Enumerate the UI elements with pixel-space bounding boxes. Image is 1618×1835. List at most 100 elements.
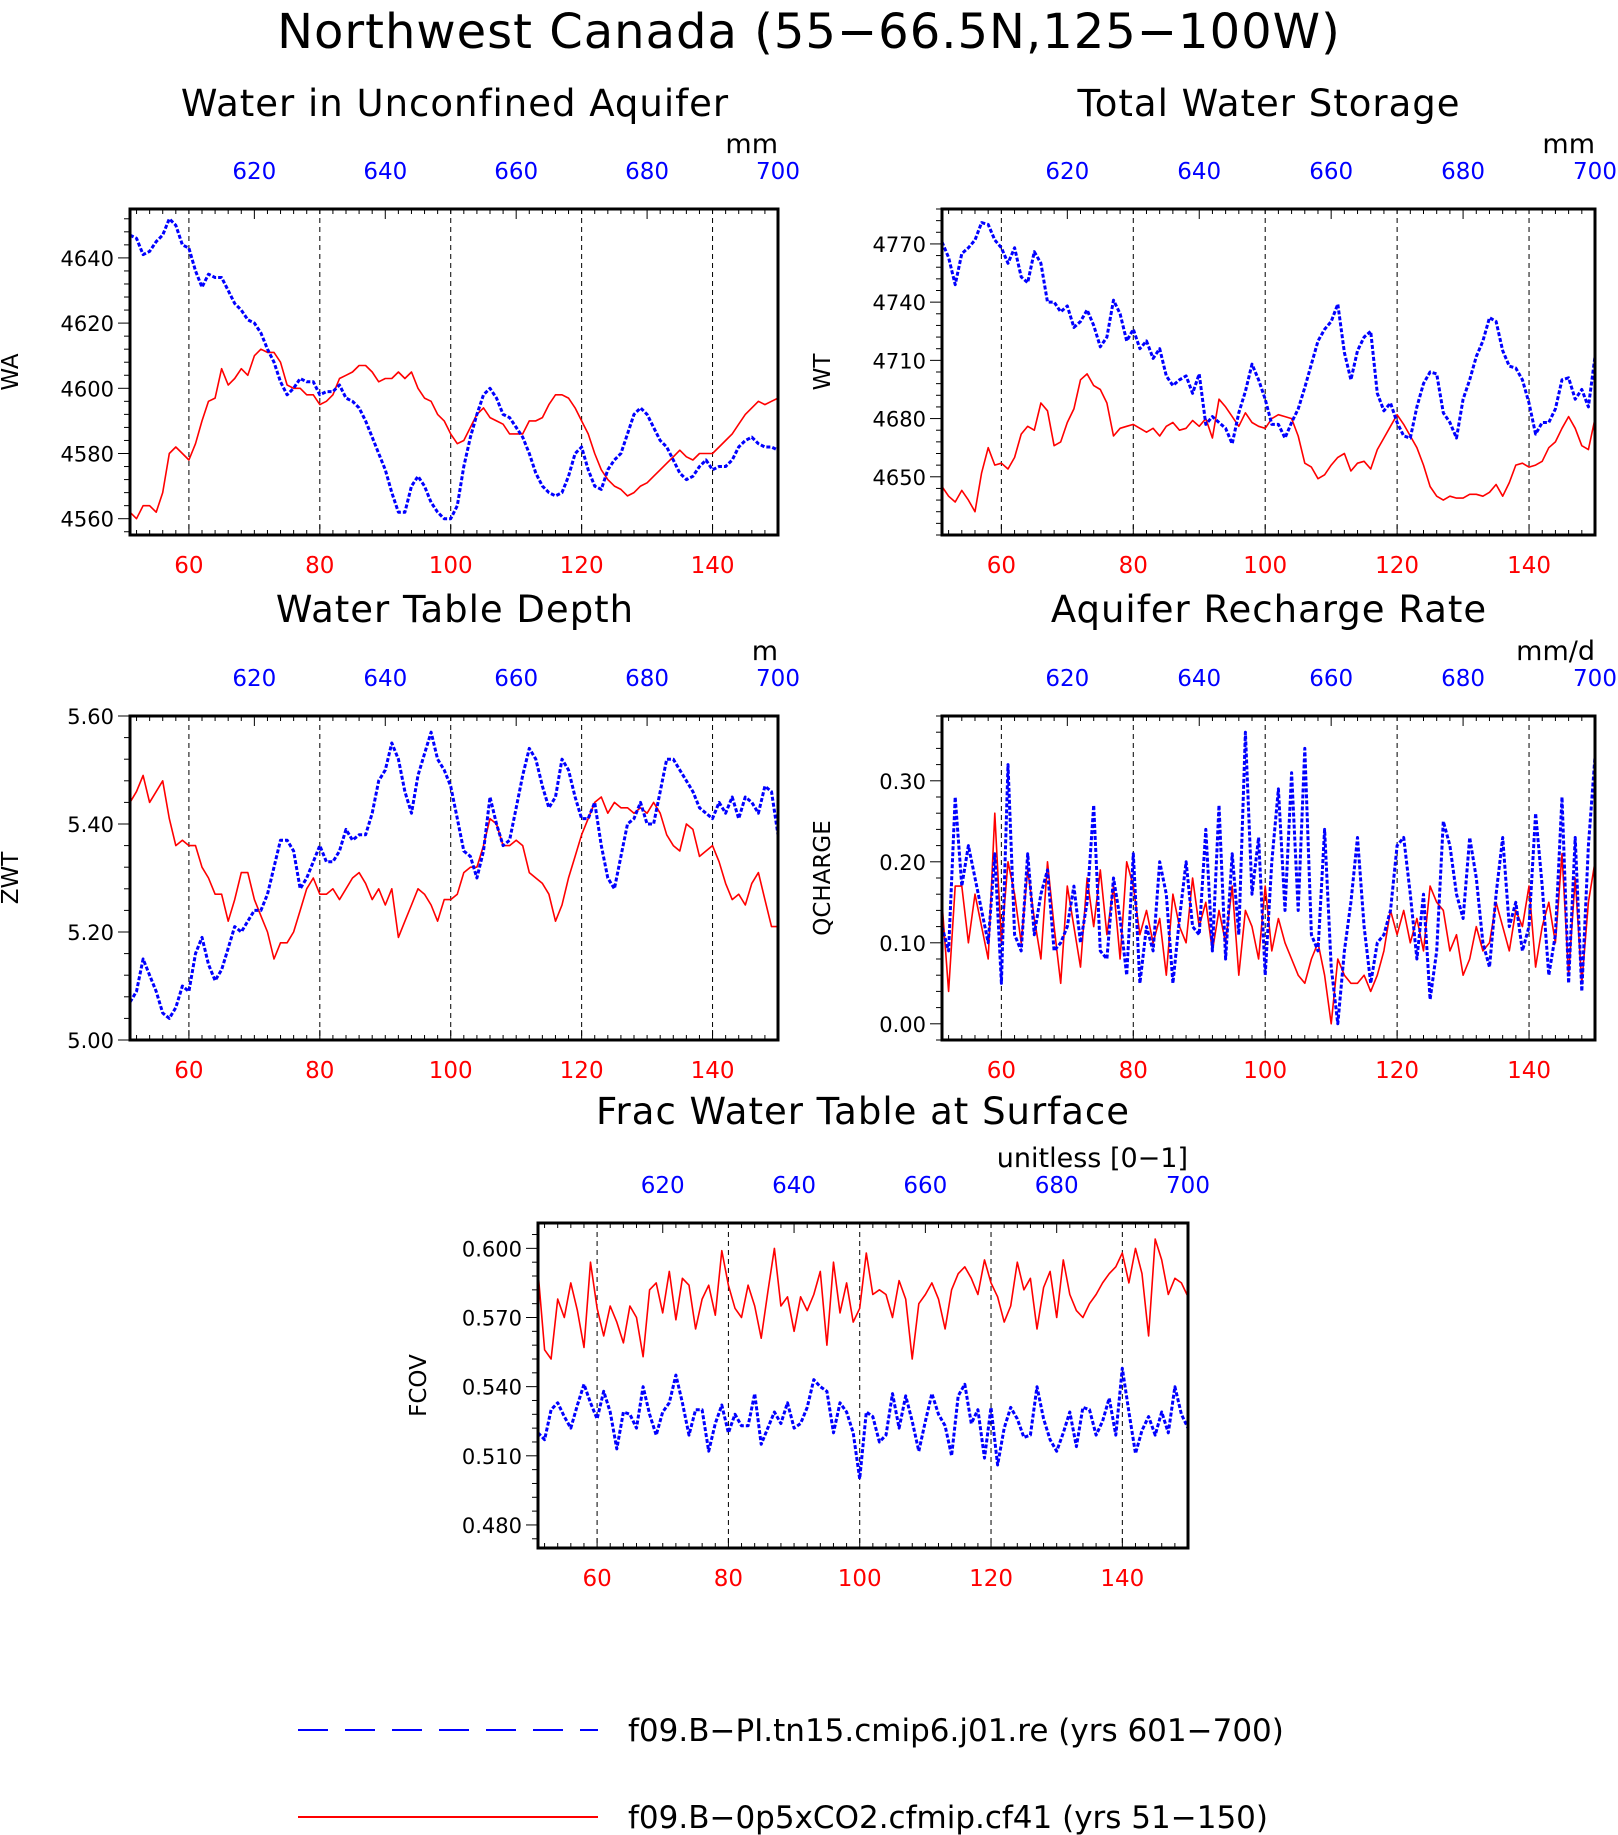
p2-ytick-label: 4740	[873, 291, 926, 315]
p5-xtick-label-top: 660	[903, 1173, 947, 1199]
p5-ytick-label: 0.600	[462, 1237, 522, 1261]
p4-xtick-label-bottom: 120	[1375, 1058, 1419, 1084]
p1-xtick-label-bottom: 140	[691, 553, 735, 579]
p5-series-blue	[536, 1366, 1190, 1481]
p5-xtick-label-top: 700	[1166, 1173, 1210, 1199]
p1-xtick-label-top: 680	[625, 159, 669, 185]
p1-series-red	[129, 348, 779, 520]
figure-title: Northwest Canada (55−66.5N,125−100W)	[277, 4, 1341, 60]
p4-xtick-label-bottom: 80	[1119, 1058, 1148, 1084]
p1-title: Water in Unconfined Aquifer	[181, 82, 729, 125]
p5-xtick-label-bottom: 80	[714, 1566, 743, 1592]
p5-xtick-label-bottom: 100	[838, 1566, 882, 1592]
p5-xtick-label-top: 620	[641, 1173, 685, 1199]
p2-ytick-label: 4770	[873, 233, 926, 257]
p3-ylabel: ZWT	[0, 851, 24, 904]
p2-xtick-label-top: 660	[1309, 159, 1353, 185]
p3-ytick-label: 5.00	[67, 1029, 114, 1053]
legend: f09.B−PI.tn15.cmip6.j01.re (yrs 601−700)…	[298, 1713, 1284, 1835]
p4-units-label: mm/d	[1516, 636, 1595, 667]
p4-xtick-label-top: 680	[1441, 666, 1485, 692]
p2-xtick-label-bottom: 140	[1507, 553, 1551, 579]
p3-xtick-label-top: 620	[232, 666, 276, 692]
p3-xtick-label-top: 680	[625, 666, 669, 692]
p3-xtick-label-bottom: 120	[560, 1058, 604, 1084]
p3-ytick-label: 5.40	[67, 813, 114, 837]
p5-units-label: unitless [0−1]	[997, 1143, 1188, 1174]
p1-xtick-label-top: 700	[756, 159, 800, 185]
p4-frame	[940, 714, 1597, 1042]
p1-ytick-label: 4600	[61, 377, 114, 401]
p2-ytick-label: 4650	[873, 466, 926, 490]
p1-series-blue	[129, 217, 779, 521]
p1-xtick-label-bottom: 100	[429, 553, 473, 579]
p4-ytick-label: 0.00	[879, 1013, 926, 1037]
p2-xtick-label-top: 620	[1045, 159, 1089, 185]
p3-xtick-label-bottom: 100	[429, 1058, 473, 1084]
p1-xtick-label-bottom: 120	[560, 553, 604, 579]
p4-ytick-label: 0.30	[879, 770, 926, 794]
p4-xtick-label-top: 660	[1309, 666, 1353, 692]
p3-series-red	[129, 774, 778, 960]
panel-3: Water Table Depth m 5.00 5.20 5.40 5.60 60 80 10…	[0, 588, 800, 1084]
p5-frame	[536, 1221, 1190, 1550]
p1-units-label: mm	[725, 129, 778, 160]
p5-ylabel: FCOV	[406, 1354, 432, 1417]
p3-xtick-label-bottom: 60	[174, 1058, 203, 1084]
panel-4: Aquifer Recharge Rate mm/d 0.00 0.10 0.20 0.3…	[810, 588, 1617, 1084]
p1-xtick-label-top: 620	[232, 159, 276, 185]
p4-xtick-label-top: 640	[1177, 666, 1221, 692]
p2-xtick-label-bottom: 80	[1119, 553, 1148, 579]
p2-title: Total Water Storage	[1076, 82, 1460, 125]
p3-xtick-label-top: 700	[756, 666, 800, 692]
p5-ytick-label: 0.570	[462, 1307, 522, 1331]
p4-series-blue	[940, 730, 1597, 1026]
p3-xtick-label-bottom: 140	[691, 1058, 735, 1084]
p5-series-red	[537, 1238, 1189, 1360]
p5-xtick-label-bottom: 120	[969, 1566, 1013, 1592]
p4-xtick-label-bottom: 60	[987, 1058, 1016, 1084]
panel-2: Total Water Storage mm 4650 4680 4710 4740 477…	[810, 82, 1617, 579]
p2-frame	[940, 207, 1597, 537]
p5-title: Frac Water Table at Surface	[596, 1090, 1130, 1133]
p5-xtick-label-top: 640	[772, 1173, 816, 1199]
p2-xtick-label-bottom: 60	[987, 553, 1016, 579]
p2-ytick-label: 4710	[873, 349, 926, 373]
p2-ytick-label: 4680	[873, 408, 926, 432]
p3-title: Water Table Depth	[276, 588, 634, 631]
p3-ytick-label: 5.20	[67, 921, 114, 945]
p2-xtick-label-top: 640	[1177, 159, 1221, 185]
p5-xtick-label-top: 680	[1035, 1173, 1079, 1199]
p1-ytick-label: 4580	[61, 443, 114, 467]
legend-label-blue: f09.B−PI.tn15.cmip6.j01.re (yrs 601−700)	[628, 1713, 1284, 1749]
p1-ytick-label: 4640	[61, 247, 114, 271]
p2-ylabel: WT	[810, 353, 836, 391]
p5-ytick-label: 0.480	[462, 1514, 522, 1538]
p2-xtick-label-bottom: 100	[1243, 553, 1287, 579]
p5-xtick-label-bottom: 140	[1100, 1566, 1144, 1592]
p4-xtick-label-bottom: 100	[1243, 1058, 1287, 1084]
p3-xtick-label-top: 640	[363, 666, 407, 692]
p4-title: Aquifer Recharge Rate	[1051, 588, 1487, 631]
p2-xtick-label-top: 680	[1441, 159, 1485, 185]
p4-ytick-label: 0.10	[879, 932, 926, 956]
p2-xtick-label-top: 700	[1573, 159, 1617, 185]
p3-ytick-label: 5.60	[67, 705, 114, 729]
p3-series-blue	[128, 730, 780, 1020]
p3-xtick-label-top: 660	[494, 666, 538, 692]
p4-ylabel: QCHARGE	[810, 820, 836, 936]
p2-series-red	[941, 373, 1596, 513]
p3-frame	[128, 714, 780, 1042]
p3-units-label: m	[752, 636, 778, 667]
p2-series-blue	[940, 221, 1597, 446]
panel-5: Frac Water Table at Surface unitless [0−1…	[406, 1090, 1210, 1592]
p5-xtick-label-bottom: 60	[582, 1566, 611, 1592]
p1-ytick-label: 4620	[61, 312, 114, 336]
p4-ytick-label: 0.20	[879, 851, 926, 875]
p4-xtick-label-top: 620	[1045, 666, 1089, 692]
p5-ytick-label: 0.510	[462, 1445, 522, 1469]
p1-xtick-label-top: 660	[494, 159, 538, 185]
p1-ytick-label: 4560	[61, 508, 114, 532]
p4-xtick-label-bottom: 140	[1507, 1058, 1551, 1084]
